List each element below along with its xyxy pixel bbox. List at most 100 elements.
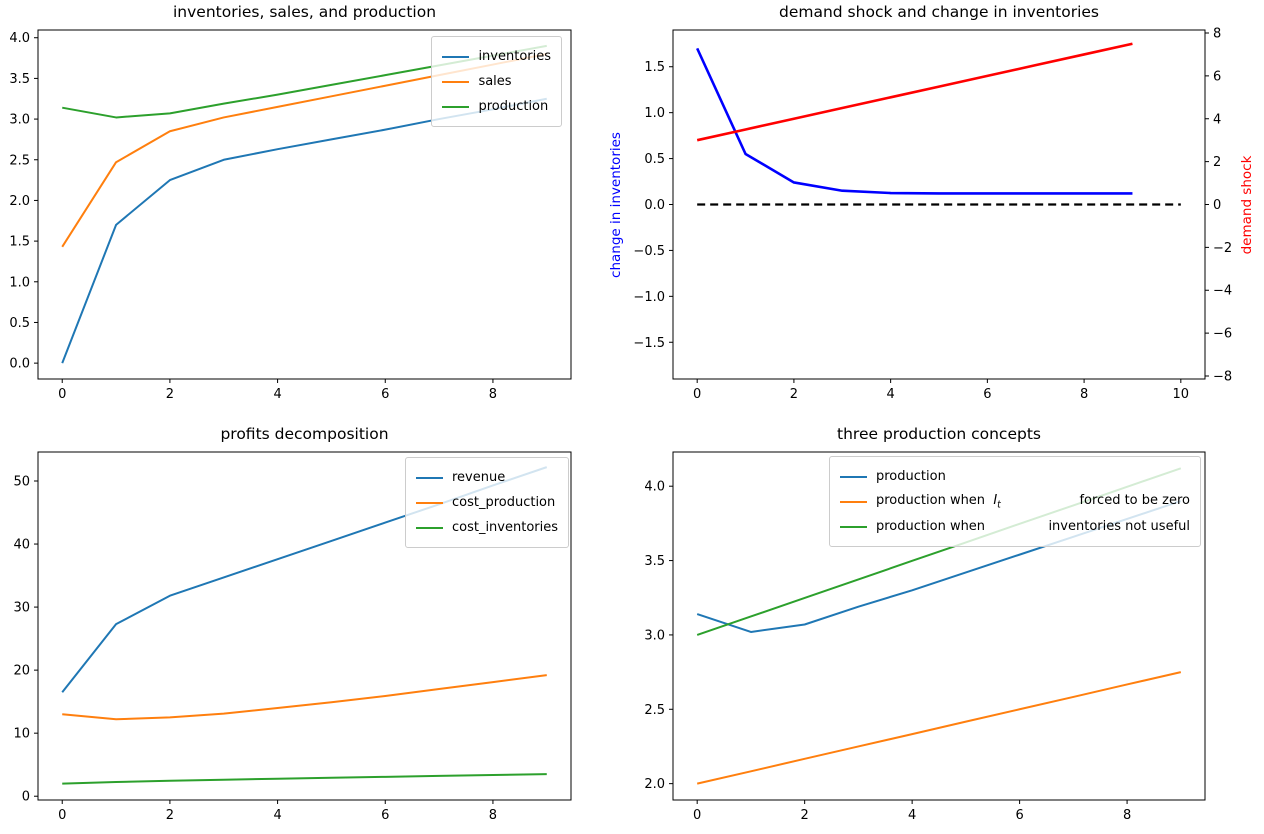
series-line-change-in-inventories: [695, 47, 1133, 195]
y2-tick-label: −2: [1213, 241, 1232, 256]
x-tick-label: 4: [908, 808, 916, 823]
legend-label: production when: [876, 519, 986, 534]
y-tick-label: 20: [13, 664, 30, 679]
x-tick-label: 8: [489, 808, 497, 823]
chart-title-demand-shock: demand shock and change in inventories: [779, 3, 1099, 21]
series-line-cost-inventories: [62, 773, 547, 785]
legend-item: production: [442, 94, 551, 119]
x-tick-label: 6: [983, 387, 991, 402]
y2-tick-label: 8: [1213, 27, 1221, 42]
y-tick-label: 3.5: [9, 72, 30, 87]
y-tick-label: 0.5: [644, 152, 665, 167]
series-line-production-when-i-t-forced-to-be-zero: [696, 671, 1182, 785]
legend-line-swatch: [415, 476, 443, 479]
y-tick-label: 3.0: [9, 113, 30, 128]
x-tick-label: 0: [58, 387, 66, 402]
x-tick-label: 0: [58, 808, 66, 823]
y-tick-label: 30: [13, 601, 30, 616]
x-tick-label: 2: [790, 387, 798, 402]
legend-line-swatch: [442, 80, 470, 83]
y-tick-label: 2.0: [9, 194, 30, 209]
legend-line-swatch: [415, 526, 443, 529]
x-tick-label: 10: [1173, 387, 1190, 402]
y2-tick-label: 0: [1213, 198, 1221, 213]
x-tick-label: 4: [886, 387, 894, 402]
legend-label: cost_production: [451, 495, 556, 510]
axes-spines: [37, 451, 572, 801]
y-axis-label-change-in-inventories: change in inventories: [608, 131, 624, 278]
x-tick-label: 4: [273, 808, 281, 823]
y-tick-label: 2.5: [644, 703, 665, 718]
legend-line-swatch: [840, 500, 867, 503]
y-tick-label: 4.0: [644, 480, 665, 495]
x-tick-label: 4: [273, 387, 281, 402]
legend-item: revenue: [415, 465, 558, 490]
y-tick-label: 1.0: [644, 106, 665, 121]
series-line-demand-shock: [696, 42, 1133, 142]
y2-tick-label: −4: [1213, 284, 1232, 299]
x-tick-label: 2: [166, 808, 174, 823]
legend-item: production when It forced to be zero: [840, 489, 1190, 514]
x-tick-label: 6: [381, 808, 389, 823]
legend-label: inventories not useful: [1048, 519, 1190, 534]
y-tick-label: 3.0: [644, 628, 665, 643]
math-I_t: It: [993, 492, 1001, 511]
y-tick-label: 0: [22, 790, 30, 805]
x-tick-label: 6: [381, 387, 389, 402]
axes-spines: [672, 451, 1206, 801]
legend-line-swatch: [840, 475, 867, 478]
y2-tick-label: −6: [1213, 327, 1232, 342]
y2-tick-label: 2: [1213, 155, 1221, 170]
legend-label: production: [478, 99, 549, 114]
legend-label: production when: [876, 492, 994, 508]
y-tick-label: 2.5: [9, 153, 30, 168]
y-tick-label: 0.0: [644, 198, 665, 213]
y2-tick-label: −8: [1213, 369, 1232, 384]
legend-line-swatch: [442, 55, 470, 58]
legend-line-swatch: [840, 525, 867, 528]
legend-line-swatch: [415, 501, 443, 504]
legend-label: sales: [478, 74, 512, 89]
x-tick-label: 8: [489, 387, 497, 402]
y-tick-label: 1.5: [9, 235, 30, 250]
y2-tick-label: 6: [1213, 69, 1221, 84]
y-tick-label: 3.5: [644, 554, 665, 569]
y-tick-label: −1.5: [633, 336, 665, 351]
series-line-cost-production: [62, 674, 547, 721]
y-tick-label: 40: [13, 538, 30, 553]
legend-item: cost_inventories: [415, 515, 558, 540]
legend-profits-decomposition: revenue cost_production cost_inventories: [404, 457, 569, 548]
x-tick-label: 0: [693, 387, 701, 402]
x-tick-label: 6: [1015, 808, 1023, 823]
legend-label: revenue: [451, 470, 506, 485]
legend-item: sales: [442, 69, 551, 94]
y-axis-label-demand-shock: demand shock: [1239, 155, 1255, 254]
y-tick-label: 2.0: [644, 777, 665, 792]
y-tick-label: 50: [13, 475, 30, 490]
legend-item: cost_production: [415, 490, 558, 515]
y-tick-label: 0.0: [9, 357, 30, 372]
x-tick-label: 0: [693, 808, 701, 823]
y-tick-label: 1.5: [644, 60, 665, 75]
x-tick-label: 8: [1123, 808, 1131, 823]
legend-item: inventories: [442, 44, 551, 69]
y-tick-label: −1.0: [633, 290, 665, 305]
y-tick-label: 0.5: [9, 316, 30, 331]
x-tick-label: 8: [1080, 387, 1088, 402]
y-tick-label: 10: [13, 727, 30, 742]
x-tick-label: 2: [801, 808, 809, 823]
legend-three-production-concepts: production production when It forced to be…: [829, 456, 1201, 547]
legend-label: forced to be zero: [1079, 492, 1190, 508]
chart-title-profits-decomposition: profits decomposition: [220, 425, 389, 443]
legend-line-swatch: [442, 105, 470, 108]
chart-title-inventories-sales-production: inventories, sales, and production: [172, 3, 437, 21]
legend-label: inventories: [478, 49, 551, 64]
legend-inventories-sales-production: inventories sales production: [431, 36, 562, 127]
legend-label: cost_inventories: [451, 520, 558, 535]
chart-title-three-production-concepts: three production concepts: [837, 425, 1041, 443]
y2-tick-label: 4: [1213, 112, 1221, 127]
